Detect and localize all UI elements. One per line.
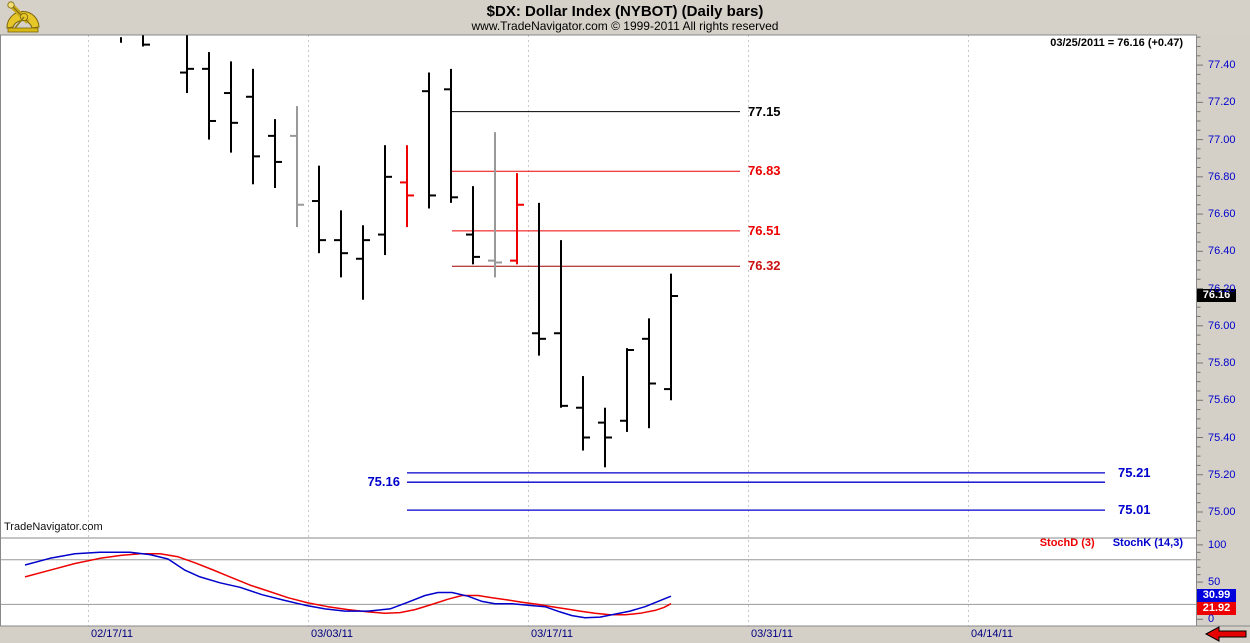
sextant-icon bbox=[6, 1, 40, 33]
stoch-axis-label: 50 bbox=[1208, 576, 1221, 589]
ohlc-bar bbox=[422, 72, 436, 209]
price-axis-strip bbox=[1197, 35, 1250, 626]
price-axis-label: 76.80 bbox=[1208, 170, 1236, 183]
ohlc-bar bbox=[180, 35, 194, 94]
price-axis-label: 76.00 bbox=[1208, 319, 1236, 332]
ohlc-bar bbox=[224, 61, 238, 153]
resistance-level-label: 76.83 bbox=[748, 163, 781, 179]
ohlc-bar bbox=[664, 273, 678, 401]
chart-title: $DX: Dollar Index (NYBOT) (Daily bars) bbox=[486, 3, 764, 20]
stochd-value-box: 21.92 bbox=[1197, 602, 1236, 616]
plot-background bbox=[0, 35, 1197, 626]
chart-subtitle: www.TradeNavigator.com © 1999-2011 All r… bbox=[471, 19, 779, 33]
price-axis-label: 75.40 bbox=[1208, 431, 1236, 444]
last-price-box: 76.16 bbox=[1197, 289, 1236, 302]
ohlc-bar bbox=[554, 240, 568, 408]
ohlc-bar bbox=[400, 145, 414, 228]
price-axis-label: 76.20 bbox=[1208, 282, 1236, 295]
ohlc-bar bbox=[576, 376, 590, 451]
date-axis-strip bbox=[0, 626, 1250, 643]
ohlc-bar bbox=[466, 186, 480, 265]
stoch-axis-label: 0 bbox=[1208, 613, 1215, 626]
price-axis-label: 77.20 bbox=[1208, 96, 1236, 109]
chart-header: $DX: Dollar Index (NYBOT) (Daily bars) w… bbox=[0, 0, 1250, 35]
ohlc-bar bbox=[378, 145, 392, 256]
stochk-line bbox=[24, 551, 672, 619]
ohlc-bar bbox=[620, 348, 634, 432]
last-quote-readout: 03/25/2011 = 76.16 (+0.47) bbox=[1050, 37, 1183, 49]
ohlc-bar bbox=[334, 210, 348, 278]
price-axis-label: 75.20 bbox=[1208, 468, 1236, 481]
price-axis-label: 75.60 bbox=[1208, 394, 1236, 407]
stochk-legend-label: StochK (14,3) bbox=[1112, 537, 1183, 549]
ohlc-bar bbox=[312, 165, 326, 254]
price-axis-label: 77.00 bbox=[1208, 133, 1236, 146]
ohlc-bar bbox=[444, 68, 458, 203]
ohlc-bar bbox=[268, 119, 282, 189]
support-level-label: 75.21 bbox=[1118, 464, 1151, 480]
ohlc-bar bbox=[532, 202, 546, 356]
ohlc-bar bbox=[290, 106, 304, 228]
ohlc-bar bbox=[598, 407, 612, 468]
ohlc-bar bbox=[142, 35, 150, 47]
ohlc-bar bbox=[202, 52, 216, 140]
ohlc-bar bbox=[642, 318, 656, 429]
resistance-level-label: 76.51 bbox=[748, 222, 781, 238]
date-axis-label: 04/14/11 bbox=[971, 628, 1014, 640]
date-axis-label: 03/17/11 bbox=[531, 628, 574, 640]
price-axis-label: 76.60 bbox=[1208, 208, 1236, 221]
support-level-label: 75.16 bbox=[367, 474, 400, 490]
stoch-axis-label: 100 bbox=[1208, 538, 1227, 551]
date-axis-label: 03/31/11 bbox=[751, 628, 794, 640]
support-level-label: 75.01 bbox=[1118, 502, 1151, 518]
stoch-legend: StochD (3) StochK (14,3) bbox=[1040, 537, 1183, 549]
price-axis-label: 76.40 bbox=[1208, 245, 1236, 258]
price-axis-label: 75.80 bbox=[1208, 357, 1236, 370]
ohlc-bars bbox=[120, 35, 678, 468]
stochd-line bbox=[24, 553, 672, 616]
watermark-text: TradeNavigator.com bbox=[4, 521, 103, 533]
stochk-value-box: 30.99 bbox=[1197, 589, 1236, 603]
date-axis-label: 02/17/11 bbox=[91, 628, 134, 640]
ohlc-bar bbox=[510, 173, 524, 265]
price-axis-label: 75.00 bbox=[1208, 505, 1236, 518]
resistance-level-label: 76.32 bbox=[748, 258, 781, 274]
ohlc-bar bbox=[356, 225, 370, 300]
date-axis-label: 03/03/11 bbox=[311, 628, 354, 640]
scroll-left-arrow-icon[interactable] bbox=[1204, 626, 1247, 642]
stochd-legend-label: StochD (3) bbox=[1039, 537, 1095, 549]
ohlc-bar bbox=[246, 68, 260, 185]
price-axis-label: 77.40 bbox=[1208, 59, 1236, 72]
resistance-level-label: 77.15 bbox=[748, 103, 781, 119]
ohlc-bar bbox=[488, 132, 502, 278]
